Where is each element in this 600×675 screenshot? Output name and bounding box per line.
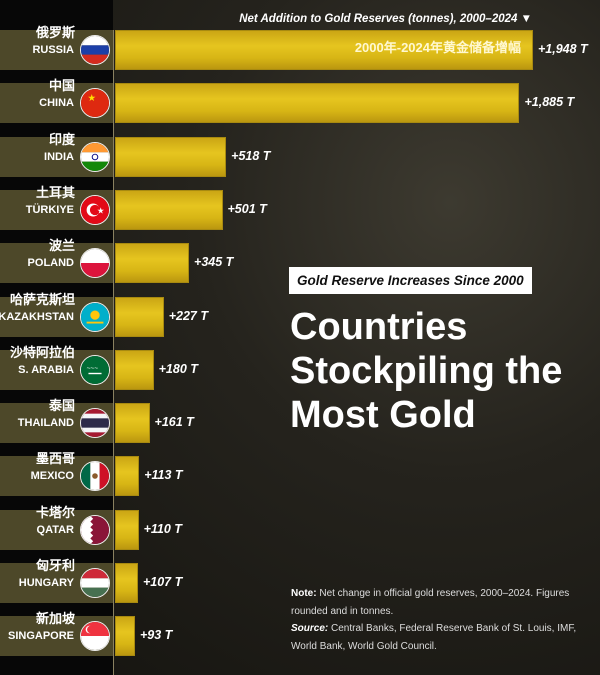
bar-row: 沙特阿拉伯 S. ARABIA ~~~ +180 T — [0, 345, 600, 390]
svg-text:★: ★ — [88, 93, 96, 103]
bar-row: 印度 INDIA +518 T — [0, 132, 600, 177]
hungary-flag-icon — [80, 568, 110, 598]
country-name: QATAR — [36, 523, 74, 536]
bar-row: 匈牙利 HUNGARY +107 T — [0, 558, 600, 603]
country-name-cn: 印度 — [48, 131, 75, 147]
saudi-arabia-flag-icon: ~~~ — [80, 354, 110, 385]
value-label: +110 T — [143, 521, 182, 536]
bar — [115, 296, 164, 337]
bar-row: 波兰 POLAND +345 T — [0, 238, 600, 284]
country-name: HUNGARY — [18, 577, 74, 589]
value-label: +180 T — [158, 361, 198, 376]
value-label: +345 T — [194, 255, 234, 270]
bar — [115, 403, 150, 444]
thailand-flag-icon — [80, 408, 110, 439]
india-flag-icon — [80, 141, 110, 172]
poland-flag-icon — [80, 248, 110, 279]
country-name-cn: 泰国 — [48, 398, 75, 414]
country-name: KAZAKHSTAN — [0, 310, 74, 323]
country-name-cn: 墨西哥 — [35, 451, 75, 467]
qatar-flag-icon — [80, 514, 110, 545]
singapore-flag-icon — [80, 621, 110, 652]
country-name: INDIA — [44, 150, 74, 163]
bar-row: 哈萨克斯坦 KAZAKHSTAN +227 T — [0, 292, 600, 337]
country-name: THAILAND — [17, 417, 74, 430]
value-label: +518 T — [231, 148, 271, 163]
bar: 2000年-2024年黄金储备增幅 — [115, 30, 533, 70]
country-name-cn: 卡塔尔 — [35, 504, 75, 520]
bar — [115, 616, 135, 657]
bar — [115, 563, 138, 603]
bar — [115, 456, 140, 497]
bar-row: 俄罗斯 RUSSIA 2000年-2024年黄金储备增幅 +1,948 T — [0, 25, 600, 70]
country-name-cn: 匈牙利 — [35, 558, 75, 573]
value-label: +227 T — [168, 308, 208, 323]
russia-flag-icon — [80, 35, 110, 65]
bar — [115, 509, 139, 550]
note-text: Net change in official gold reserves, 20… — [291, 588, 570, 617]
bar-row: 卡塔尔 QATAR +110 T — [0, 505, 600, 550]
country-name-cn: 俄罗斯 — [35, 25, 75, 40]
country-name-cn: 土耳其 — [35, 184, 75, 200]
bar — [115, 83, 520, 124]
value-label: +501 T — [227, 201, 267, 216]
value-label: +93 T — [139, 628, 173, 643]
bar — [115, 136, 227, 177]
china-flag-icon: ★ — [80, 88, 110, 119]
source-text: Central Banks, Federal Reserve Bank of S… — [291, 623, 577, 652]
chart-title-cn: 2000年-2024年黄金储备增幅 — [354, 40, 521, 55]
bar-row: 土耳其 TÜRKIYE ★ +501 T — [0, 185, 600, 230]
svg-text:~~~: ~~~ — [87, 365, 99, 372]
bar-row: 墨西哥 MEXICO +113 T — [0, 451, 600, 497]
bar-row: 新加坡 SINGAPORE +93 T — [0, 611, 600, 657]
country-name-cn: 中国 — [48, 78, 75, 94]
bar-row: 中国 CHINA ★ +1,885 T — [0, 78, 600, 124]
country-name: POLAND — [27, 257, 74, 270]
chart-title: Net Addition to Gold Reserves (tonnes), … — [239, 13, 532, 25]
country-name: CHINA — [39, 97, 74, 110]
country-name-cn: 波兰 — [48, 238, 75, 254]
value-label: +113 T — [144, 468, 183, 483]
bar — [115, 189, 223, 230]
notes: Note: Net change in official gold reserv… — [291, 585, 591, 655]
value-label: +107 T — [142, 575, 183, 589]
bar — [115, 349, 154, 390]
country-name: S. ARABIA — [18, 363, 74, 376]
country-name-cn: 哈萨克斯坦 — [9, 291, 75, 307]
value-label: +1,948 T — [538, 42, 588, 56]
note-label: Note: — [291, 588, 317, 599]
source-label: Source: — [291, 623, 329, 634]
svg-text:★: ★ — [97, 206, 105, 216]
headline: Countries Stockpiling the Most Gold — [290, 306, 563, 436]
bar — [115, 243, 190, 284]
subtitle-badge: Gold Reserve Increases Since 2000 — [289, 267, 532, 294]
turkiye-flag-icon: ★ — [80, 194, 110, 225]
bar-row: 泰国 THAILAND +161 T — [0, 398, 600, 444]
country-name: TÜRKIYE — [25, 203, 74, 216]
country-name: RUSSIA — [32, 44, 74, 56]
country-name: SINGAPORE — [7, 630, 74, 643]
country-name: MEXICO — [30, 470, 74, 483]
country-name-cn: 新加坡 — [35, 611, 75, 627]
country-name-cn: 沙特阿拉伯 — [9, 344, 75, 360]
mexico-flag-icon — [80, 461, 110, 492]
axis-line — [113, 30, 114, 675]
value-label: +161 T — [154, 415, 194, 430]
value-label: +1,885 T — [524, 95, 575, 110]
kazakhstan-flag-icon — [80, 301, 110, 332]
